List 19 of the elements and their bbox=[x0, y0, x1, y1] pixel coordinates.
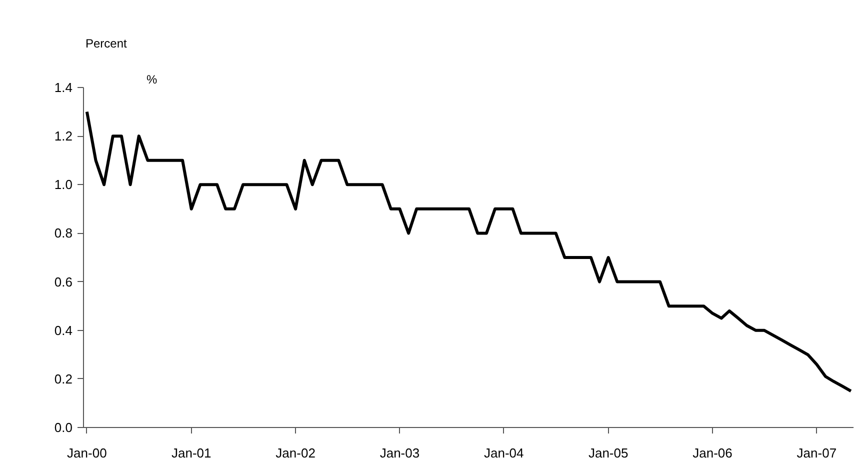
y-tick-label: 0.4 bbox=[54, 322, 73, 338]
x-tick-label: Jan-07 bbox=[796, 446, 837, 460]
y-tick-label: 1.4 bbox=[54, 80, 73, 95]
y-tick-label: 0.6 bbox=[54, 274, 73, 290]
y-tick-label: 0.0 bbox=[54, 420, 73, 435]
x-tick-label: Jan-05 bbox=[588, 446, 628, 460]
y-tick-label: 0.8 bbox=[54, 226, 73, 241]
x-tick-label: Jan-02 bbox=[276, 446, 316, 460]
x-tick-label: Jan-03 bbox=[380, 446, 420, 460]
y-tick-label: 1.2 bbox=[54, 128, 73, 144]
y-tick-label: 0.2 bbox=[54, 371, 73, 386]
y-tick-label: 1.0 bbox=[54, 177, 73, 192]
line-series bbox=[85, 110, 852, 393]
x-tick-label: Jan-00 bbox=[67, 446, 107, 460]
x-tick-label: Jan-04 bbox=[484, 446, 524, 460]
x-tick-label: Jan-01 bbox=[172, 446, 212, 460]
y-axis-title: % bbox=[146, 72, 158, 86]
x-tick-label: Jan-06 bbox=[692, 446, 732, 460]
chart-title: Percent bbox=[86, 36, 128, 50]
